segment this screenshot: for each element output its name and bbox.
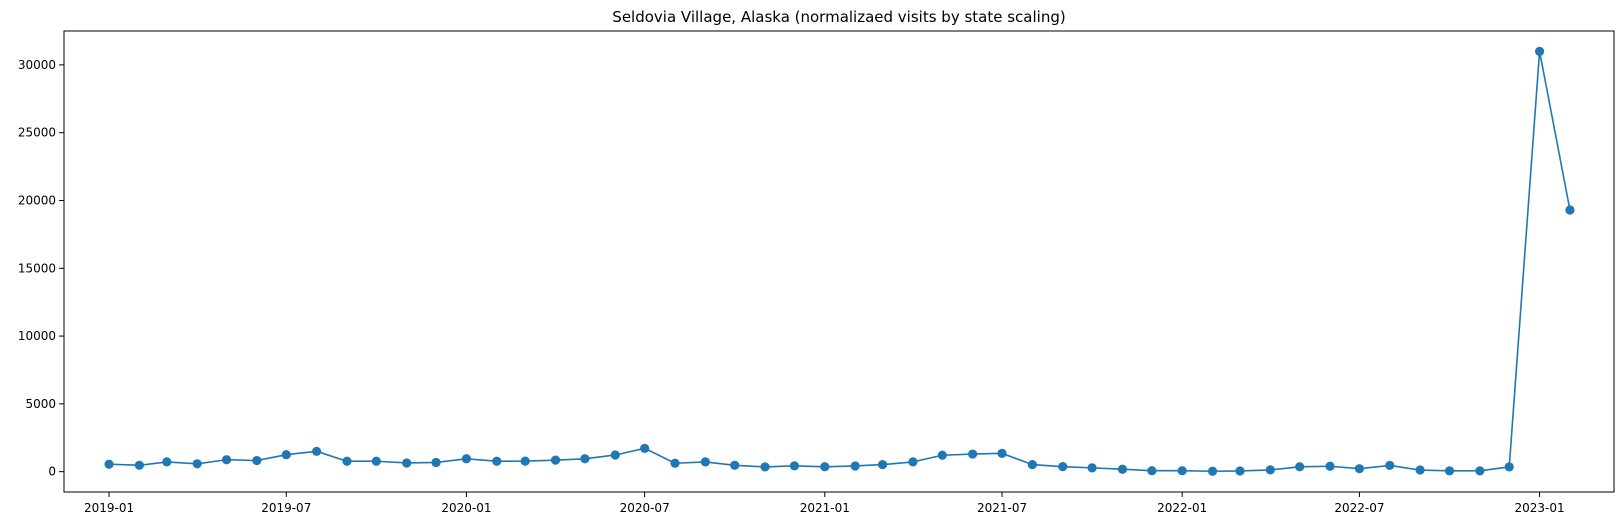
y-tick-label: 30000 [18,58,56,72]
data-point [1147,466,1157,476]
data-point [1087,463,1097,473]
series-layer [104,46,1575,476]
data-point [520,456,530,466]
x-tick-label: 2022-01 [1157,501,1207,515]
data-point [997,448,1007,458]
data-point [402,458,412,468]
data-point [1534,46,1545,56]
data-point [1325,461,1335,471]
y-tick-label: 25000 [18,126,56,140]
data-point [252,455,262,466]
data-point [1117,464,1128,474]
data-point [1265,465,1275,475]
data-point [968,449,978,459]
data-point [1177,466,1187,476]
data-point [670,458,680,468]
data-point [730,460,740,470]
data-point [908,457,918,467]
data-point [342,456,352,466]
data-point [1444,466,1455,476]
data-point [580,454,590,464]
x-tick-label: 2020-07 [620,501,670,515]
data-point [134,460,144,470]
data-point [937,450,947,460]
y-tick-label: 15000 [18,261,56,275]
data-point [1295,462,1305,472]
x-tick-label: 2021-01 [800,501,850,515]
data-point [1385,460,1395,471]
data-point [820,462,830,472]
data-point [461,454,472,464]
chart-title: Seldovia Village, Alaska (normalizaed vi… [612,8,1065,26]
data-point [162,457,172,467]
data-point [700,457,710,467]
y-tick-label: 10000 [18,329,56,343]
data-point [312,446,322,456]
x-axis: 2019-01 2019-07 2020-01 2020-07 2021-01 2021-… [84,492,1565,515]
data-point [1415,465,1425,475]
y-tick-label: 5000 [25,397,56,411]
data-point [431,457,441,468]
data-point [192,459,202,469]
x-tick-label: 2019-07 [261,501,311,515]
data-point [1354,464,1365,474]
data-point [492,456,502,466]
data-point [1565,205,1575,215]
data-point [1475,466,1485,476]
data-point [1235,466,1245,476]
data-point [1207,466,1218,476]
plot-frame [63,30,1615,493]
series-line [109,50,1571,473]
x-tick-label: 2019-01 [84,501,134,515]
x-tick-label: 2022-07 [1334,501,1384,515]
x-tick-label: 2021-07 [977,501,1027,515]
data-point [877,460,888,470]
x-tick-label: 2020-01 [441,501,491,515]
data-point [760,462,770,472]
data-point [104,459,114,469]
data-point [1027,460,1037,470]
y-tick-label: 20000 [18,193,56,207]
x-tick-label: 2023-01 [1515,501,1565,515]
data-point [610,450,620,460]
data-point [371,456,381,466]
y-tick-label: 0 [48,465,56,479]
data-point [640,443,650,453]
data-point [550,455,561,465]
data-point [1058,462,1068,472]
data-point [281,450,291,460]
data-point [789,461,800,471]
y-axis: 0 5000 10000 15000 20000 25000 30000 [18,58,64,479]
data-point [850,461,860,471]
data-point [221,455,232,465]
data-point [1504,462,1514,472]
